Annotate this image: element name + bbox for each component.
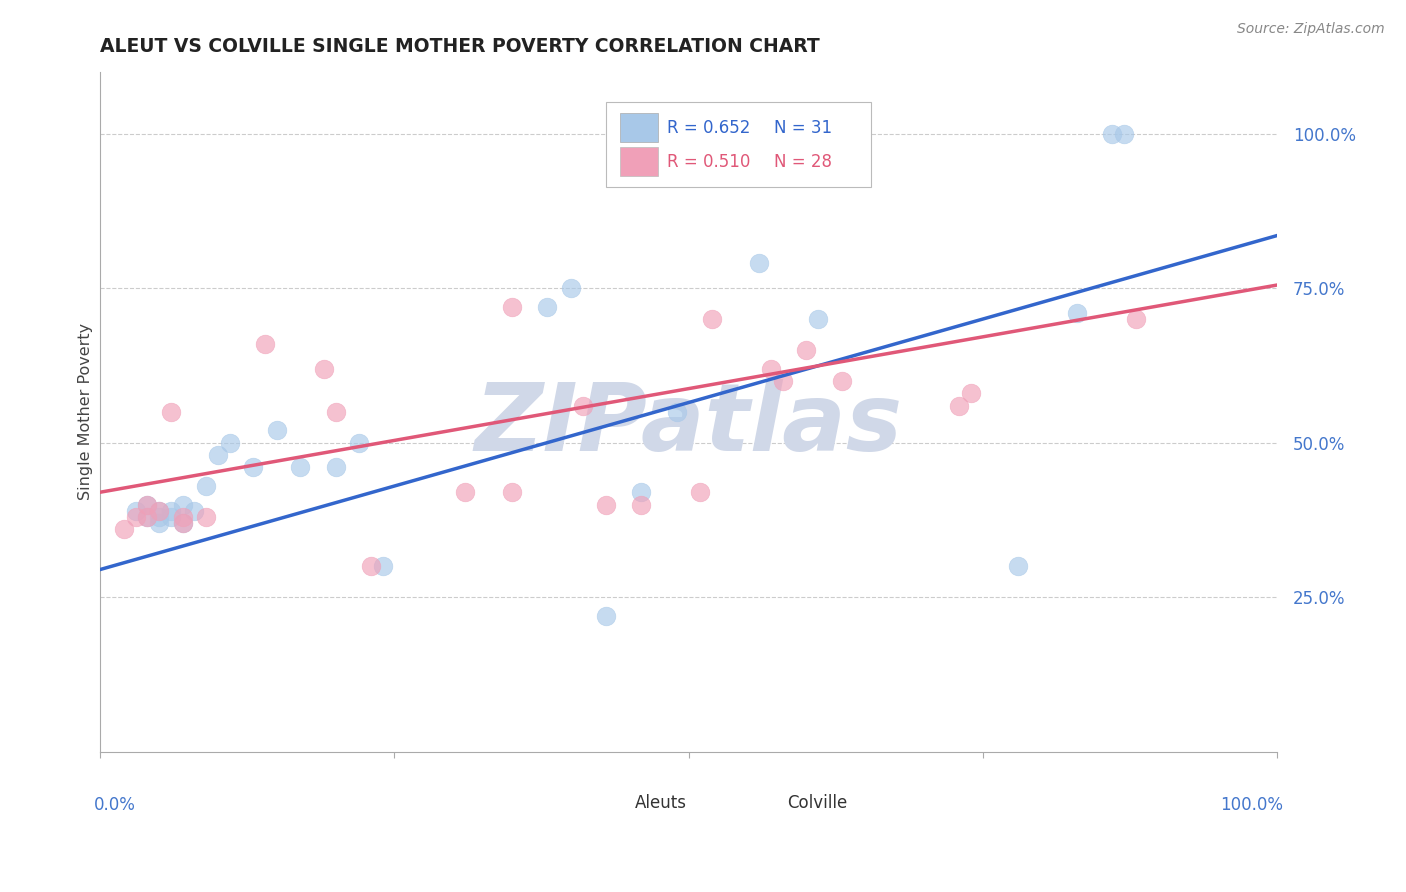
Point xyxy=(560,281,582,295)
Point xyxy=(948,399,970,413)
Point xyxy=(207,448,229,462)
Point xyxy=(148,504,170,518)
Point xyxy=(136,498,159,512)
Point xyxy=(960,386,983,401)
Point xyxy=(700,312,723,326)
Point xyxy=(112,522,135,536)
Text: R = 0.652: R = 0.652 xyxy=(668,119,751,136)
Point xyxy=(1125,312,1147,326)
Point xyxy=(571,399,593,413)
FancyBboxPatch shape xyxy=(620,147,658,176)
Point xyxy=(536,300,558,314)
Point xyxy=(136,498,159,512)
Text: Source: ZipAtlas.com: Source: ZipAtlas.com xyxy=(1237,22,1385,37)
Point xyxy=(501,300,523,314)
Point xyxy=(290,460,312,475)
Text: ALEUT VS COLVILLE SINGLE MOTHER POVERTY CORRELATION CHART: ALEUT VS COLVILLE SINGLE MOTHER POVERTY … xyxy=(100,37,820,56)
Text: ZIPatlas: ZIPatlas xyxy=(474,379,903,472)
Point xyxy=(172,516,194,530)
Point xyxy=(1007,559,1029,574)
Point xyxy=(172,510,194,524)
Point xyxy=(454,485,477,500)
Point xyxy=(136,510,159,524)
Point xyxy=(630,485,652,500)
Point xyxy=(665,405,688,419)
Point xyxy=(124,504,146,518)
Point xyxy=(371,559,394,574)
Point xyxy=(360,559,382,574)
Point xyxy=(136,510,159,524)
Point xyxy=(748,256,770,270)
FancyBboxPatch shape xyxy=(606,103,870,187)
Text: 100.0%: 100.0% xyxy=(1220,797,1282,814)
Point xyxy=(501,485,523,500)
Point xyxy=(831,374,853,388)
Point xyxy=(253,336,276,351)
Text: 0.0%: 0.0% xyxy=(94,797,136,814)
Y-axis label: Single Mother Poverty: Single Mother Poverty xyxy=(79,323,93,500)
Point xyxy=(595,498,617,512)
Point xyxy=(183,504,205,518)
FancyBboxPatch shape xyxy=(620,113,658,142)
Point xyxy=(172,516,194,530)
Text: Aleuts: Aleuts xyxy=(634,794,686,812)
Point xyxy=(124,510,146,524)
Point xyxy=(689,485,711,500)
Point xyxy=(159,405,181,419)
Point xyxy=(148,504,170,518)
Point xyxy=(325,460,347,475)
Point xyxy=(794,343,817,357)
Point xyxy=(630,498,652,512)
FancyBboxPatch shape xyxy=(747,789,779,817)
Point xyxy=(159,510,181,524)
Point xyxy=(807,312,830,326)
Point xyxy=(347,435,370,450)
Point xyxy=(312,361,335,376)
FancyBboxPatch shape xyxy=(593,789,626,817)
Point xyxy=(1066,306,1088,320)
Point xyxy=(148,510,170,524)
Text: Colville: Colville xyxy=(787,794,848,812)
Point xyxy=(195,510,218,524)
Point xyxy=(1101,127,1123,141)
Point xyxy=(172,498,194,512)
Point xyxy=(242,460,264,475)
Point xyxy=(325,405,347,419)
Point xyxy=(218,435,240,450)
Point xyxy=(266,423,288,437)
Text: R = 0.510: R = 0.510 xyxy=(668,153,751,170)
Point xyxy=(195,479,218,493)
Text: N = 28: N = 28 xyxy=(775,153,832,170)
Point xyxy=(1112,127,1135,141)
Point xyxy=(148,516,170,530)
Point xyxy=(759,361,782,376)
Text: N = 31: N = 31 xyxy=(775,119,832,136)
Point xyxy=(772,374,794,388)
Point xyxy=(159,504,181,518)
Point xyxy=(595,608,617,623)
